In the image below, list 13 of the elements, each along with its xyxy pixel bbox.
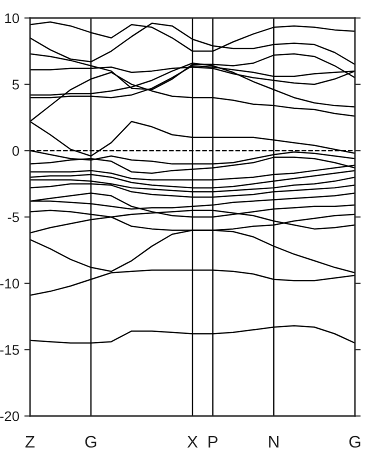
y-tick-label: 10: [5, 13, 20, 24]
y-tick-label: 0: [12, 146, 20, 156]
y-tick-label: 5: [12, 80, 19, 90]
y-tick-label: -5: [8, 212, 19, 222]
y-tick-label: -15: [0, 345, 20, 355]
x-tick-label: G: [349, 436, 360, 448]
y-tick-label: -10: [0, 278, 20, 289]
x-tick-label: N: [269, 436, 278, 448]
x-tick-label: P: [208, 436, 218, 448]
y-tick-label: -20: [0, 411, 20, 422]
x-tick-label: X: [187, 436, 198, 448]
x-tick-label: G: [85, 436, 96, 448]
x-tick-label: Z: [25, 436, 35, 448]
